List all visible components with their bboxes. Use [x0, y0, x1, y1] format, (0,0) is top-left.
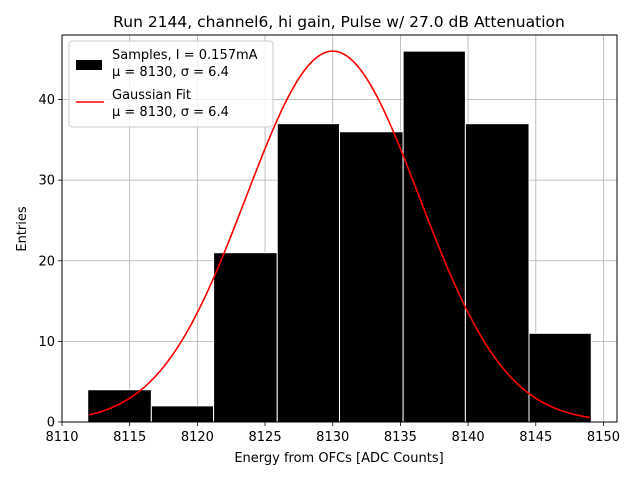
histogram-bar [339, 131, 404, 423]
x-tick-label: 8135 [384, 430, 417, 445]
legend: Samples, I = 0.157mA μ = 8130, σ = 6.4 G… [68, 40, 274, 128]
x-tick-label: 8140 [452, 430, 485, 445]
x-tick-label: 8150 [587, 430, 620, 445]
y-tick-label: 10 [38, 335, 55, 350]
axes-frame [61, 34, 618, 423]
x-tick-label: 8130 [316, 430, 349, 445]
x-tick-label: 8110 [45, 430, 78, 445]
y-axis-label: Entries [15, 206, 30, 252]
y-tick-label: 40 [38, 93, 55, 108]
legend-samples-label: Samples, I = 0.157mA [112, 48, 258, 63]
y-tick-label: 20 [38, 254, 55, 269]
histogram-bar [464, 123, 530, 423]
legend-fit-label: Gaussian Fit [112, 88, 191, 103]
x-tick-label: 8145 [519, 430, 552, 445]
gaussian-fit-line [88, 50, 591, 419]
gaussian-fit-layer [88, 50, 591, 419]
legend-samples-swatch [76, 60, 102, 70]
histogram-bar [213, 252, 278, 423]
histogram-bar [87, 389, 152, 423]
axis-ticks: 8110 8115 8120 8125 8130 8135 8140 8145 8150 0 10 2… [38, 93, 620, 445]
histogram-bar [528, 332, 592, 423]
y-tick-label: 30 [38, 174, 55, 189]
chart-title: Run 2144, channel6, hi gain, Pulse w/ 27… [113, 13, 565, 31]
histogram-bar [150, 405, 215, 423]
legend-box [68, 40, 274, 128]
x-tick-label: 8115 [113, 430, 146, 445]
x-axis-label: Energy from OFCs [ADC Counts] [234, 451, 443, 466]
legend-fit-stats: μ = 8130, σ = 6.4 [112, 105, 229, 120]
x-tick-label: 8125 [249, 430, 282, 445]
histogram-bar [276, 123, 341, 423]
y-tick-label: 0 [47, 416, 55, 431]
x-tick-label: 8120 [181, 430, 214, 445]
legend-samples-stats: μ = 8130, σ = 6.4 [112, 65, 229, 80]
